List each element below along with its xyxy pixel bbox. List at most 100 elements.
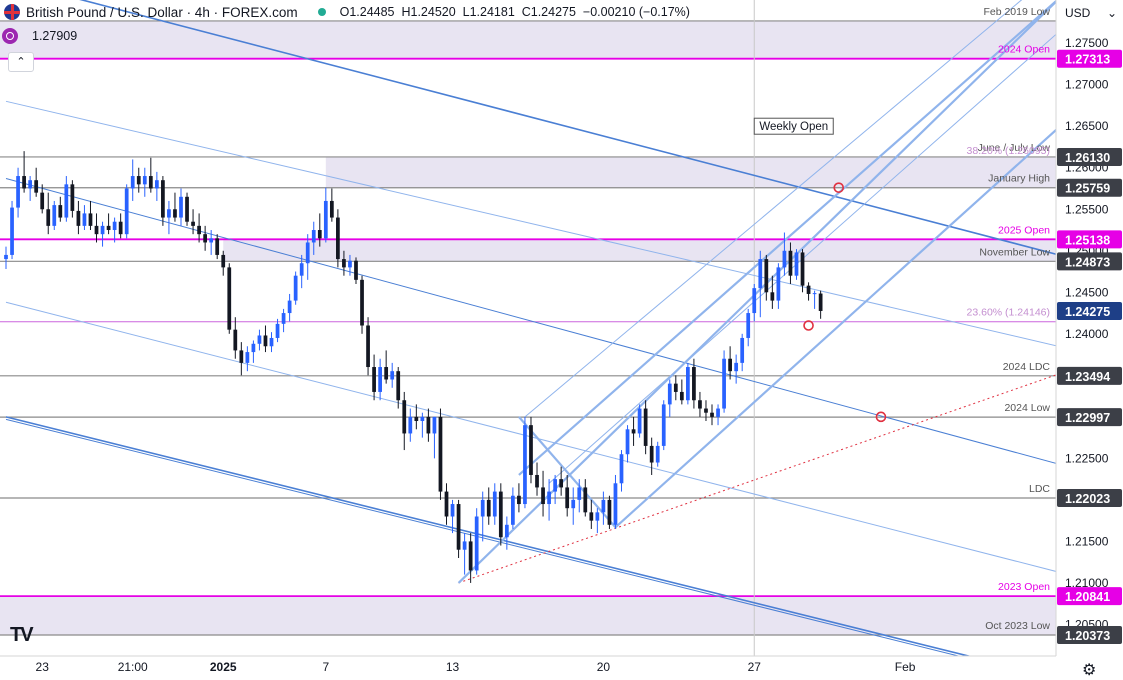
candle [136, 176, 141, 185]
trend-line [5, 301, 1056, 572]
candle [601, 499, 606, 513]
candle [698, 400, 702, 409]
level-annotation: 38.20% (1.26095) [967, 145, 1050, 157]
price-tick: 1.24500 [1065, 285, 1109, 299]
price-tick: 1.27500 [1065, 36, 1109, 50]
gear-icon[interactable]: ⚙ [1082, 662, 1097, 679]
level-price-text: 1.23494 [1065, 370, 1110, 384]
trend-line [524, 0, 1023, 418]
candle [655, 445, 660, 463]
candle [28, 180, 33, 189]
candle [589, 512, 594, 521]
level-price-box [1057, 230, 1122, 249]
candle [251, 343, 256, 353]
level-price-label: 1.24275 [1057, 301, 1122, 320]
candle [770, 292, 775, 301]
candle [227, 267, 232, 330]
candle [486, 499, 491, 517]
currency-selector[interactable]: USD ⌄ [1059, 0, 1123, 26]
candle [82, 213, 87, 226]
candle [414, 416, 419, 422]
candle [118, 221, 123, 235]
tradingview-logo[interactable]: TV [10, 624, 34, 647]
indicator-icon [2, 28, 18, 44]
indicator-value: 1.27909 [32, 29, 78, 43]
candle [4, 254, 8, 260]
trend-line [5, 416, 972, 656]
collapse-legend-button[interactable]: ⌃ [8, 52, 34, 72]
candle [173, 209, 177, 218]
candle [420, 416, 425, 422]
candle [372, 367, 376, 392]
level-annotation: November Low [979, 246, 1050, 258]
trend-line [79, 0, 1056, 256]
candle [517, 495, 521, 505]
level-price-label: 1.22023 [1057, 488, 1122, 507]
candle [426, 416, 431, 434]
open-value: O1.24485 [339, 5, 395, 19]
plot-area: Feb 2019 Low 2024 Open June / July Low38.2… [0, 0, 1056, 656]
candle [257, 335, 262, 344]
candle [511, 495, 515, 525]
candle [215, 238, 220, 255]
candle [692, 367, 696, 401]
level-annotation: 2023 Open [998, 581, 1050, 593]
candle [46, 209, 51, 226]
level-price-label: 1.20373 [1057, 625, 1122, 644]
candle [758, 259, 763, 289]
candle [402, 400, 407, 434]
candle [679, 391, 684, 401]
low-value: L1.24181 [462, 5, 515, 19]
candle [595, 512, 600, 521]
candle [323, 200, 328, 239]
candle [541, 487, 545, 505]
candle [22, 176, 26, 189]
candle [342, 259, 346, 268]
candle [577, 487, 582, 500]
symbol-title[interactable]: British Pound / U.S. Dollar · 4h · FOREX… [26, 4, 298, 20]
candle [58, 205, 63, 218]
candle [281, 313, 286, 324]
level-price-text: 1.26130 [1065, 151, 1110, 165]
high-value: H1.24520 [401, 5, 456, 19]
candle [619, 454, 624, 484]
time-axis [0, 656, 1056, 678]
level-price-text: 1.27313 [1065, 53, 1110, 67]
trend-line [518, 0, 1056, 476]
candle [740, 337, 745, 363]
trend-line [5, 418, 961, 656]
candle [553, 479, 557, 492]
candle [124, 188, 129, 235]
candle [752, 288, 757, 314]
level-annotation: 2024 Low [1004, 402, 1050, 414]
currency-label: USD [1065, 6, 1091, 20]
candle [263, 335, 268, 347]
candle [390, 371, 395, 380]
candle [818, 293, 823, 311]
level-price-box [1057, 252, 1122, 271]
indicator-legend[interactable]: 1.27909 [2, 27, 77, 45]
candle [444, 491, 449, 517]
time-tick: 23 [36, 660, 50, 674]
candle [474, 516, 479, 571]
weekly-open-box [753, 117, 834, 135]
price-tick: 1.26500 [1065, 119, 1109, 133]
candle [746, 313, 751, 338]
candle [348, 260, 352, 268]
price-zone [0, 20, 1056, 59]
candle [76, 210, 81, 226]
candle [800, 252, 805, 286]
level-marker [875, 411, 887, 423]
level-price-box [1057, 178, 1122, 197]
candle [354, 260, 358, 280]
time-tick: 27 [748, 660, 762, 674]
time-tick: Feb [895, 660, 916, 674]
time-tick: 20 [597, 660, 611, 674]
logo-text: TV [10, 624, 34, 646]
level-price-text: 1.24873 [1065, 255, 1110, 269]
candle [782, 250, 787, 268]
candle [408, 416, 413, 434]
trend-line [548, 33, 1056, 484]
candle [239, 350, 244, 363]
